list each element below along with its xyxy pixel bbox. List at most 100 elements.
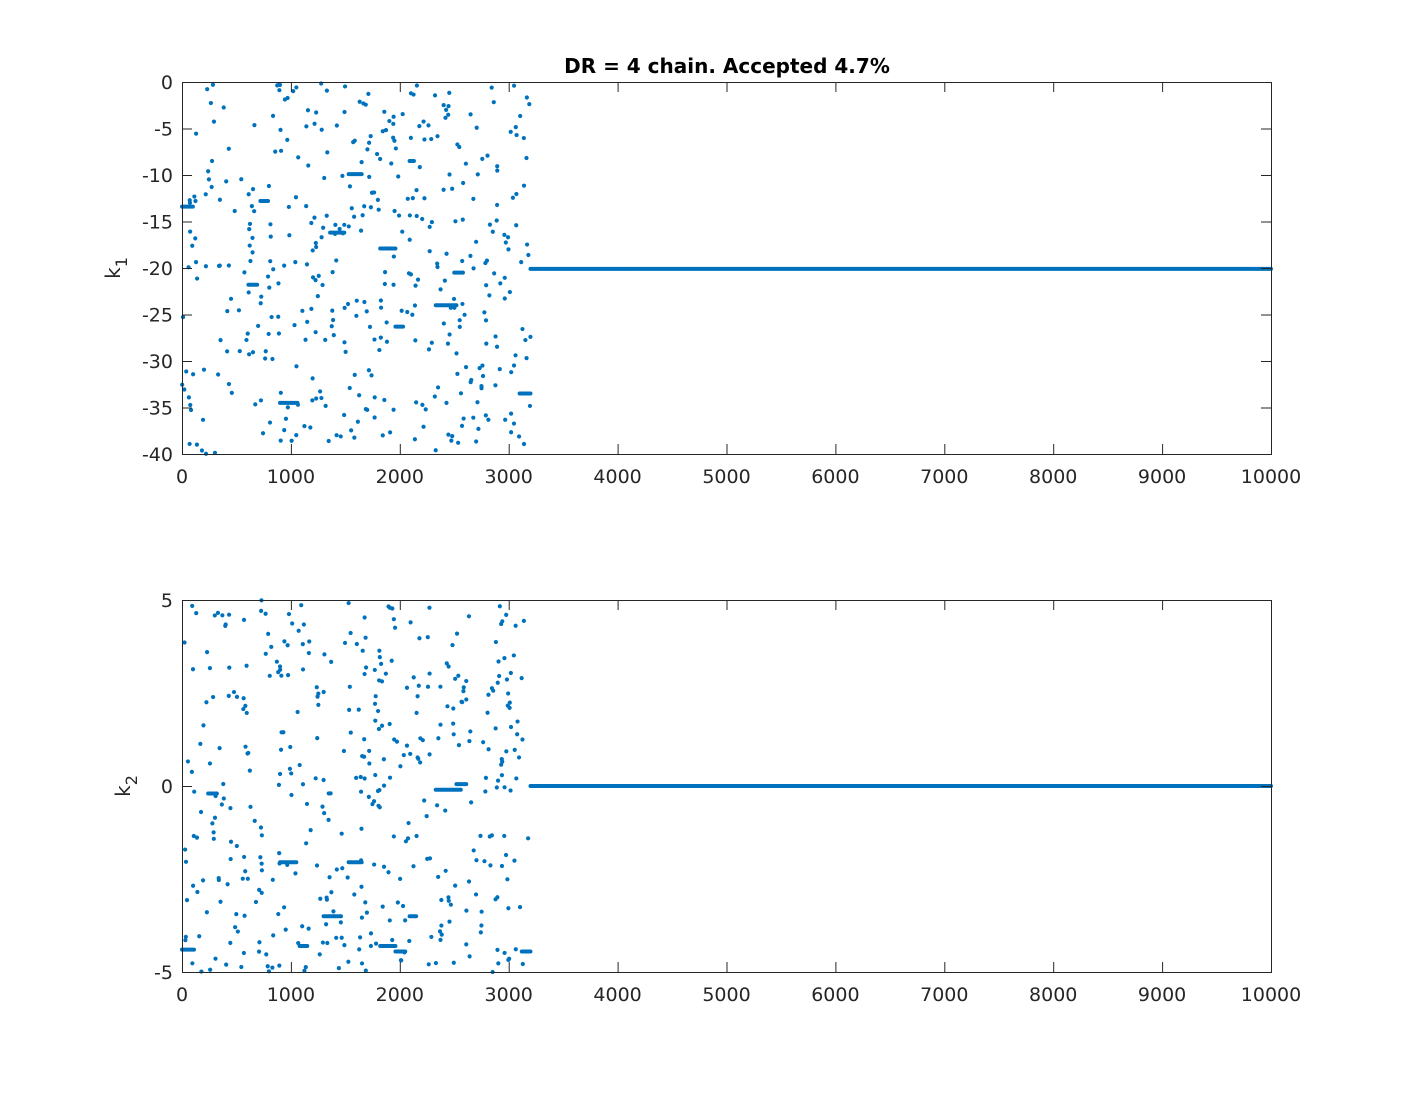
k2-sample-point (381, 757, 386, 762)
k1-sample-point (273, 149, 278, 154)
k2-sample-point (297, 762, 302, 768)
k1-sample-point (484, 283, 489, 288)
k1-sample-point (380, 433, 385, 438)
k2-sample-point (418, 736, 423, 741)
k1-sample-point (360, 213, 365, 218)
k1-sample-point (367, 324, 373, 329)
k2-sample-point (464, 942, 469, 947)
k2-sample-point (223, 622, 228, 627)
k2-sample-point (373, 694, 378, 699)
k2-sample-point (242, 854, 247, 860)
k1-sample-point (460, 301, 465, 307)
k2-sample-point (467, 954, 472, 959)
k2-sample-point (448, 902, 453, 907)
k2-sample-point (314, 685, 319, 690)
k2-sample-point (512, 747, 517, 752)
k2-sample-point (320, 804, 325, 809)
k2-sample-point (491, 688, 496, 693)
k1-sample-point (414, 213, 419, 219)
k1-sample-point (332, 231, 338, 236)
k1-sample-point (426, 123, 431, 128)
k2-sample-point (514, 776, 519, 781)
k2-sample-point (264, 952, 269, 957)
k1-sample-point (224, 179, 229, 184)
k2-sample-point (300, 924, 305, 929)
k2-sample-point (504, 677, 510, 682)
k2-sample-point (471, 848, 476, 853)
k1-sample-point (276, 331, 282, 336)
k1-sample-point (270, 356, 275, 362)
k1-sample-point (441, 321, 446, 326)
k1-sample-point (293, 195, 299, 200)
k1-sample-point (365, 147, 370, 152)
k1-sample-point (502, 275, 507, 280)
k1-sample-point (312, 121, 317, 126)
k1-sample-point (461, 416, 466, 421)
k2-sample-point (321, 777, 326, 783)
k2-sample-point (479, 923, 484, 928)
k1-sample-point (355, 419, 360, 424)
k1-sample-point (188, 229, 193, 234)
k2-sample-point (391, 617, 396, 622)
k2-sample-point (183, 859, 189, 864)
k1-sample-point (410, 196, 415, 201)
k2-sample-point (447, 919, 452, 924)
k1-sample-point (495, 164, 500, 169)
k2-sample-point (208, 967, 213, 972)
subplot-k2-data-marks (180, 598, 1273, 975)
k1-sample-point (363, 102, 368, 107)
k2-sample-point (376, 803, 381, 808)
k2-sample-point (379, 723, 385, 728)
k2-sample-point (258, 855, 263, 860)
k2-sample-point (377, 648, 382, 653)
k2-sample-point (439, 897, 444, 903)
k2-sample-point (425, 635, 430, 640)
k2-sample-point (331, 909, 336, 914)
k2-sample-point (362, 776, 367, 781)
k2-ytick-label: 0 (161, 776, 173, 798)
k2-sample-point (497, 604, 502, 609)
k1-sample-point (225, 349, 230, 354)
k1-sample-point (483, 413, 488, 418)
k2-sample-point (401, 752, 406, 758)
k1-sample-point (364, 309, 369, 314)
k1-sample-point (322, 175, 327, 181)
k2-sample-point (406, 820, 411, 826)
k2-sample-point (515, 719, 520, 724)
k1-xtick-label: 6000 (811, 466, 859, 488)
k1-sample-point (265, 274, 271, 279)
k1-sample-point (310, 248, 315, 253)
k1-sample-point (331, 333, 336, 338)
k1-xtick-label: 4000 (593, 466, 641, 488)
k1-sample-point (455, 142, 460, 147)
k2-sample-point (526, 836, 531, 841)
k1-sample-point (477, 365, 482, 371)
k1-sample-point (316, 273, 321, 278)
k2-sample-point (483, 775, 489, 780)
k2-sample-point (363, 665, 369, 670)
k2-sample-point (219, 802, 224, 807)
k2-sample-point (304, 841, 309, 846)
k2-sample-point (507, 705, 512, 710)
k2-sample-point (348, 630, 353, 636)
k1-sample-point (514, 132, 519, 138)
k1-sample-point (391, 282, 396, 287)
k2-sample-point (468, 729, 473, 734)
k2-sample-point (436, 874, 441, 880)
k2-sample-point (315, 736, 320, 741)
k2-sample-point (358, 789, 364, 794)
subplot-k1-data-marks (180, 81, 1273, 456)
k1-sample-point (521, 135, 526, 141)
k2-sample-point (474, 858, 479, 863)
k1-sample-point (324, 213, 329, 218)
k2-sample-point (241, 706, 246, 712)
k2-sample-point (358, 858, 364, 863)
k1-sample-point (218, 338, 223, 343)
k1-sample-point (494, 218, 499, 223)
k1-sample-point (209, 158, 215, 164)
k2-sample-point (502, 950, 507, 956)
k1-sample-point (380, 129, 385, 134)
k2-sample-point (489, 833, 494, 838)
k1-sample-point (312, 215, 317, 220)
k2-sample-point (306, 926, 311, 931)
